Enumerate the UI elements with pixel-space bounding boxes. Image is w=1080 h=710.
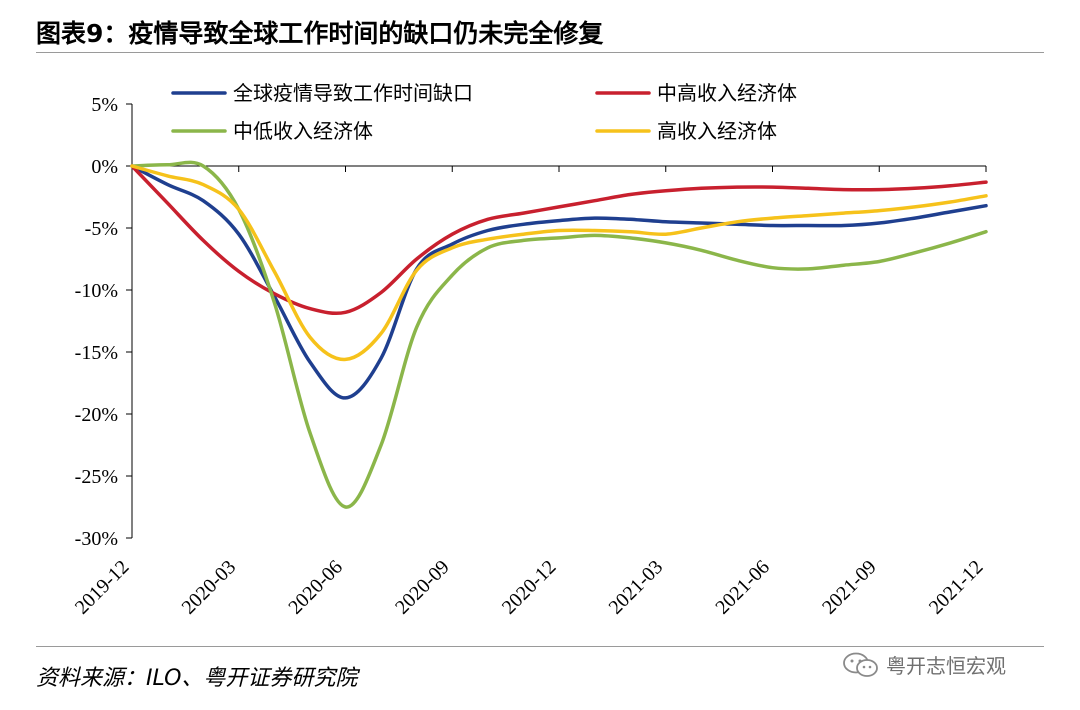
y-tick-label: 5% bbox=[91, 94, 118, 116]
x-tick-label: 2021-06 bbox=[711, 556, 774, 619]
series-lines bbox=[130, 160, 988, 509]
wechat-icon bbox=[843, 652, 878, 677]
watermark-text: 粤开志恒宏观 bbox=[886, 654, 1006, 678]
y-tick-label: -5% bbox=[85, 218, 118, 240]
x-tick-label: 2020-03 bbox=[178, 556, 241, 619]
legend-label: 中低收入经济体 bbox=[233, 119, 373, 143]
legend-label: 全球疫情导致工作时间缺口 bbox=[233, 81, 473, 105]
y-tick-label: 0% bbox=[91, 156, 118, 178]
x-tick-label: 2020-06 bbox=[284, 556, 347, 619]
y-tick-label: -20% bbox=[75, 404, 118, 426]
x-tick-label: 2019-12 bbox=[71, 556, 134, 619]
series-line bbox=[130, 160, 988, 509]
x-tick-label: 2021-09 bbox=[818, 556, 881, 619]
series-line bbox=[130, 164, 988, 362]
x-tick-label: 2021-12 bbox=[925, 556, 988, 619]
y-tick-label: -25% bbox=[75, 466, 118, 488]
series-line bbox=[130, 164, 988, 316]
footer-divider bbox=[36, 646, 1044, 647]
y-tick-label: -15% bbox=[75, 342, 118, 364]
y-axis: 5% 0% -5% -10% -15% -20% -25% -30% bbox=[75, 94, 133, 550]
title-divider bbox=[36, 52, 1044, 53]
x-tick-label: 2020-09 bbox=[391, 556, 454, 619]
series-line bbox=[130, 164, 988, 400]
page-title: 图表9：疫情导致全球工作时间的缺口仍未完全修复 bbox=[36, 19, 604, 48]
watermark: 粤开志恒宏观 bbox=[842, 650, 1006, 679]
y-tick-label: -30% bbox=[75, 528, 118, 550]
y-tick-label: -10% bbox=[75, 280, 118, 302]
legend-label: 中高收入经济体 bbox=[657, 81, 797, 105]
x-tick-label: 2021-03 bbox=[605, 556, 668, 619]
source-note: 资料来源：ILO、粤开证券研究院 bbox=[36, 666, 358, 691]
x-tick-label: 2020-12 bbox=[498, 556, 561, 619]
legend-label: 高收入经济体 bbox=[657, 119, 777, 143]
